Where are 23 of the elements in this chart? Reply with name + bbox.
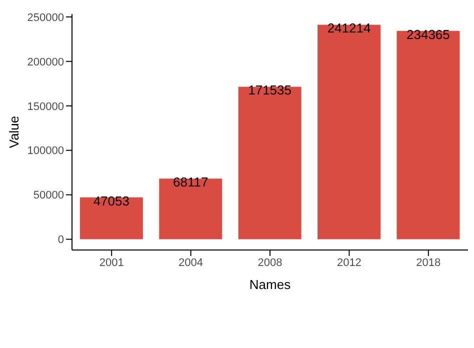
data-label: 234365 bbox=[406, 26, 450, 42]
y-tick-label: 200000 bbox=[27, 56, 64, 68]
y-tick-label: 0 bbox=[58, 234, 64, 246]
x-axis-title: Names bbox=[249, 277, 292, 292]
bar bbox=[159, 178, 222, 240]
y-tick-label: 50000 bbox=[33, 190, 64, 202]
bar bbox=[318, 24, 381, 240]
x-tick-label: 2004 bbox=[178, 256, 204, 269]
data-label: 241214 bbox=[327, 20, 371, 36]
y-tick-label: 100000 bbox=[27, 145, 64, 158]
data-label: 68117 bbox=[173, 174, 208, 190]
x-tick-label: 2008 bbox=[258, 256, 282, 269]
y-tick-label: 250000 bbox=[27, 12, 64, 24]
x-tick-label: 2018 bbox=[416, 256, 441, 269]
x-tick-label: 2001 bbox=[99, 256, 124, 269]
bar bbox=[396, 30, 460, 240]
y-axis-title: Value bbox=[6, 116, 22, 148]
data-label: 47053 bbox=[93, 193, 130, 208]
bar bbox=[238, 86, 302, 240]
data-label: 171535 bbox=[248, 82, 292, 98]
bar bbox=[80, 197, 143, 240]
x-tick-label: 2012 bbox=[336, 256, 362, 269]
y-tick-label: 150000 bbox=[27, 100, 64, 113]
